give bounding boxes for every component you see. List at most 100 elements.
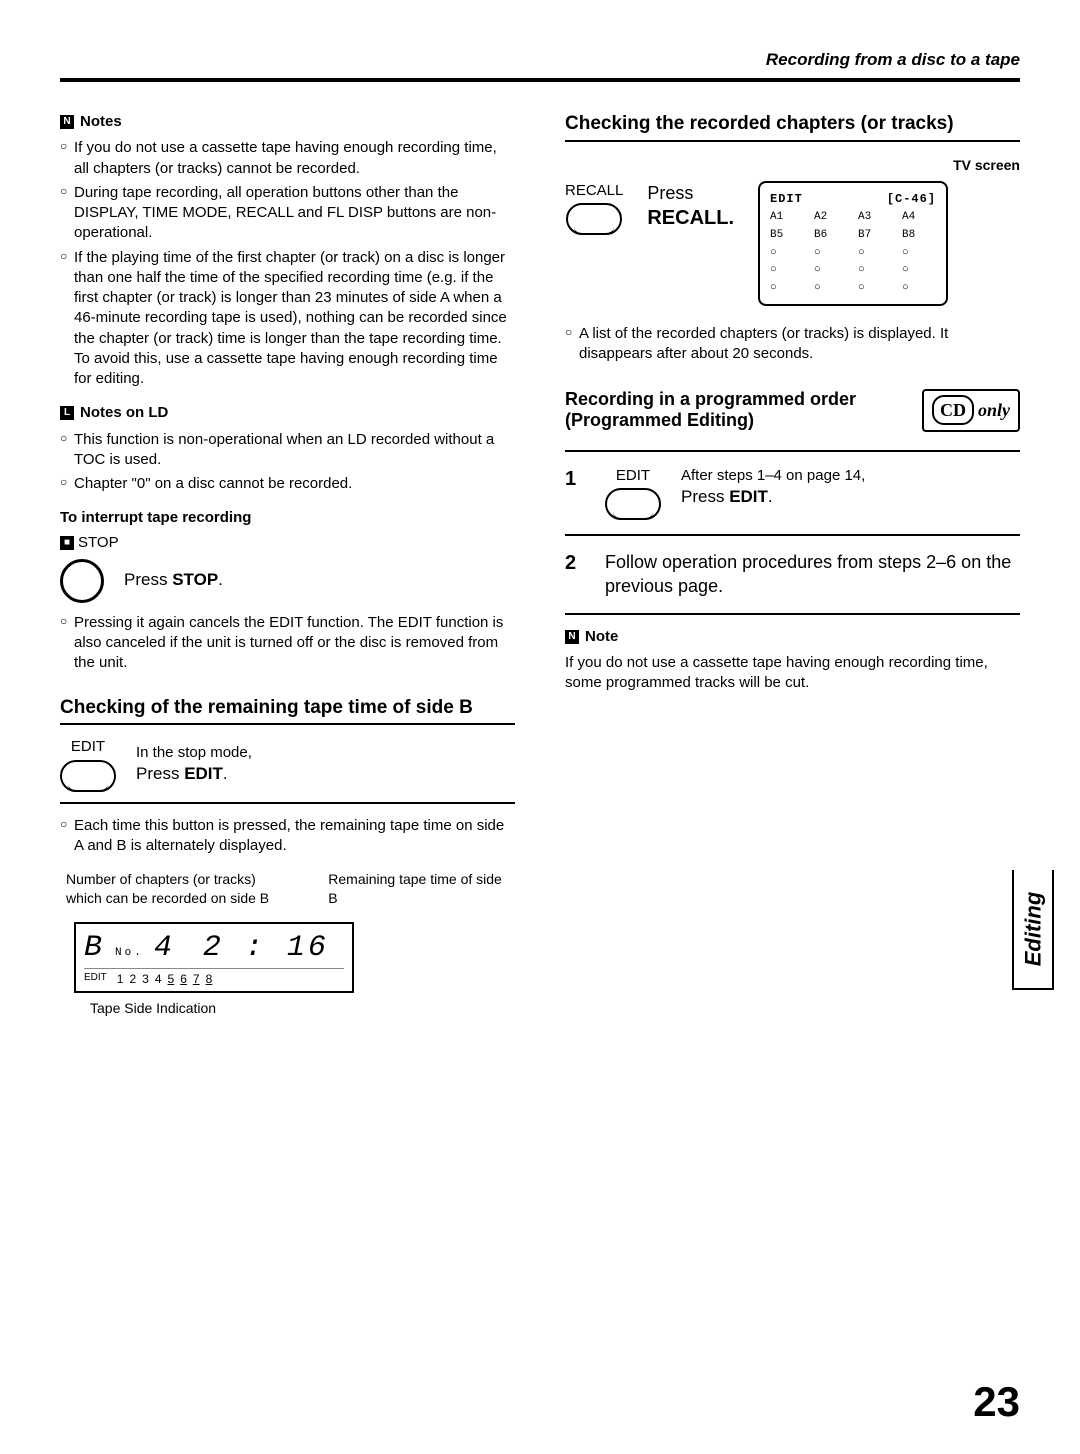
- note-icon: N: [565, 630, 579, 644]
- cancel-note: Pressing it again cancels the EDIT funct…: [60, 613, 515, 674]
- section-check-sideb: Checking of the remaining tape time of s…: [60, 696, 515, 720]
- press-stop: Press STOP.: [124, 569, 223, 592]
- edit-button-row: EDIT In the stop mode, Press EDIT.: [60, 737, 515, 791]
- recall-button-icon: [566, 203, 622, 235]
- tv-cell: B6: [814, 228, 848, 243]
- list-note: A list of the recorded chapters (or trac…: [565, 324, 1020, 365]
- programmed-editing-title-row: Recording in a programmed order (Program…: [565, 389, 1020, 432]
- lcd-time: 2 : 16: [203, 928, 329, 969]
- edit-button-col: EDIT: [60, 737, 116, 791]
- tv-grid: A1 A2 A3 A4 B5 B6 B7 B8 ○ ○ ○ ○ ○ ○ ○ ○: [770, 210, 936, 296]
- lcd-side-letter: B: [84, 928, 105, 969]
- cd-only-badge: CD only: [922, 389, 1020, 432]
- lcd-bottom-row: EDIT 1 2 3 4 5 6 7 8: [84, 968, 344, 987]
- lcd-track: 2: [129, 971, 136, 987]
- step-2: 2 Follow operation procedures from steps…: [565, 550, 1020, 599]
- divider: [60, 723, 515, 725]
- step1-line2: Press EDIT.: [681, 486, 1020, 509]
- notes-label: Notes: [80, 112, 122, 132]
- cancel-note-list: Pressing it again cancels the EDIT funct…: [60, 613, 515, 674]
- tv-c46: [C-46]: [887, 191, 936, 207]
- lcd-display: B No. 4 2 : 16 EDIT 1 2 3 4 5 6 7 8: [74, 922, 354, 994]
- tv-cell: ○: [770, 281, 804, 296]
- lcd-track: 5: [168, 971, 175, 987]
- tv-cell: ○: [858, 263, 892, 278]
- note-item: If you do not use a cassette tape having…: [60, 138, 515, 179]
- page-number: 23: [973, 1378, 1020, 1426]
- pointer-labels: Number of chapters (or tracks) which can…: [66, 870, 515, 908]
- step-number: 1: [565, 466, 585, 520]
- step1-content: After steps 1–4 on page 14, Press EDIT.: [681, 466, 1020, 520]
- tv-cell: ○: [902, 281, 936, 296]
- tv-cell: B5: [770, 228, 804, 243]
- edit-label: EDIT: [71, 737, 105, 757]
- recall-row: RECALL Press RECALL. EDIT [C-46] A1 A2 A…: [565, 181, 1020, 306]
- step-1: 1 EDIT After steps 1–4 on page 14, Press…: [565, 466, 1020, 520]
- in-stop-mode: In the stop mode,: [136, 743, 252, 763]
- lcd-edit-label: EDIT: [84, 971, 107, 987]
- tv-cell: ○: [902, 263, 936, 278]
- page-header: Recording from a disc to a tape: [60, 50, 1020, 70]
- side-tab: Editing: [1012, 870, 1054, 990]
- notes-ld-heading: L Notes on LD: [60, 403, 515, 423]
- tv-cell: A1: [770, 210, 804, 225]
- stop-label-row: ■ STOP: [60, 533, 515, 553]
- tv-edit: EDIT: [770, 191, 803, 207]
- tv-cell: ○: [770, 246, 804, 261]
- header-rule: [60, 78, 1020, 82]
- notes-ld-list: This function is non-operational when an…: [60, 430, 515, 495]
- lcd-track: 6: [180, 971, 187, 987]
- lcd-track: 7: [193, 971, 200, 987]
- edit-button-icon: [60, 760, 116, 792]
- tv-cell: A4: [902, 210, 936, 225]
- programmed-editing-title: Recording in a programmed order (Program…: [565, 389, 916, 432]
- tv-cell: ○: [770, 263, 804, 278]
- recall-button-col: RECALL: [565, 181, 623, 235]
- list-note-item: A list of the recorded chapters (or trac…: [565, 324, 1020, 365]
- step1-edit-label: EDIT: [616, 466, 650, 486]
- each-time-list: Each time this button is pressed, the re…: [60, 816, 515, 857]
- each-time-note: Each time this button is pressed, the re…: [60, 816, 515, 857]
- note-body: If you do not use a cassette tape having…: [565, 653, 1020, 694]
- note-label: Note: [585, 627, 618, 647]
- tv-screen-label: TV screen: [565, 156, 1020, 175]
- lcd-track-num: 4: [154, 928, 175, 969]
- stop-button-row: Press STOP.: [60, 559, 515, 603]
- only-text: only: [978, 398, 1010, 422]
- note-item: During tape recording, all operation but…: [60, 183, 515, 244]
- press-edit: Press EDIT.: [136, 763, 252, 786]
- tv-cell: A2: [814, 210, 848, 225]
- note-item: This function is non-operational when an…: [60, 430, 515, 471]
- tv-cell: B8: [902, 228, 936, 243]
- recall-instruction: Press RECALL.: [647, 181, 734, 232]
- tv-cell: A3: [858, 210, 892, 225]
- tv-screen-box: EDIT [C-46] A1 A2 A3 A4 B5 B6 B7 B8 ○ ○ …: [758, 181, 948, 306]
- lcd-track: 4: [155, 971, 162, 987]
- note-icon: L: [60, 406, 74, 420]
- tv-cell: ○: [814, 263, 848, 278]
- tape-side-caption: Tape Side Indication: [90, 999, 515, 1018]
- divider: [565, 534, 1020, 536]
- edit-instruction: In the stop mode, Press EDIT.: [136, 743, 252, 786]
- step1-edit-button-icon: [605, 488, 661, 520]
- stop-icon: ■: [60, 536, 74, 550]
- left-column: N Notes If you do not use a cassette tap…: [60, 112, 515, 1018]
- recall-bold: RECALL.: [647, 207, 734, 229]
- pointer-right: Remaining tape time of side B: [328, 870, 515, 908]
- right-column: Checking the recorded chapters (or track…: [565, 112, 1020, 1018]
- lcd-track: 3: [142, 971, 149, 987]
- divider: [565, 613, 1020, 615]
- tv-cell: ○: [902, 246, 936, 261]
- note-heading: N Note: [565, 627, 1020, 647]
- press-word: Press: [647, 181, 734, 205]
- divider: [60, 802, 515, 804]
- divider: [565, 450, 1020, 452]
- notes-heading: N Notes: [60, 112, 515, 132]
- tv-cell: ○: [858, 281, 892, 296]
- lcd-no-label: No.: [115, 946, 144, 961]
- lcd-track: 8: [206, 971, 213, 987]
- note-item: If the playing time of the first chapter…: [60, 248, 515, 390]
- step1-button-col: EDIT: [605, 466, 661, 520]
- recall-label: RECALL: [565, 181, 623, 201]
- stop-label: STOP: [78, 533, 119, 553]
